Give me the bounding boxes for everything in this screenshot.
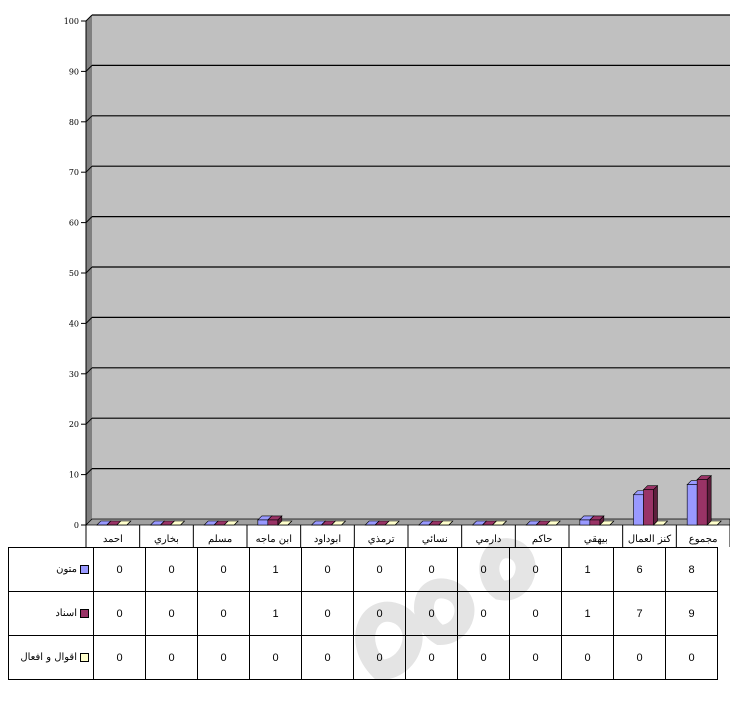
bar-side [707,476,711,525]
table-series-header: اقوال و افعال [9,636,94,680]
table-cell: 0 [302,592,354,636]
series-name: اقوال و افعال [20,652,77,663]
legend-key-icon [80,653,89,662]
y-tick-label: 10 [69,471,79,480]
bar [580,520,590,525]
table-cell: 0 [146,592,198,636]
table-cell: 0 [406,636,458,680]
legend-key-icon [80,609,89,618]
x-tick-label: بخاري [154,534,179,545]
table-cell: 0 [510,592,562,636]
table-cell: 0 [354,592,406,636]
table-cell: 0 [302,636,354,680]
y-tick-label: 100 [64,17,79,26]
table-cell: 0 [510,636,562,680]
y-tick-label: 50 [69,269,79,278]
series-name: اسناد [55,608,77,619]
x-tick-label: حاكم [532,534,553,545]
x-tick-label: ابوداود [314,534,341,545]
bar [590,520,600,525]
table-cell: 0 [94,636,146,680]
table-cell: 7 [614,592,666,636]
table-cell: 0 [250,636,302,680]
table-cell: 9 [666,592,718,636]
bar [634,495,644,525]
table-cell: 0 [198,548,250,592]
x-tick-label: دارمي [476,534,502,545]
x-tick-label: كنز العمال [628,534,671,545]
table-cell: 8 [666,548,718,592]
category-labels: احمد بخاري مسلم ابن ماجه ابوداود ترمذي نسائي دا… [86,525,730,547]
table-cell: 6 [614,548,666,592]
x-tick-label: مسلم [208,534,232,545]
x-tick-label: ابن ماجه [256,534,292,545]
series-name: متون [56,564,77,575]
bar [258,520,268,525]
y-tick-label: 60 [69,219,79,228]
bar [644,490,654,525]
table-cell: 0 [406,592,458,636]
table-cell: 0 [458,548,510,592]
table-cell: 0 [562,636,614,680]
y-tick-label: 90 [69,67,79,76]
bar-chart: 0 10 20 30 40 50 60 70 80 90 100 احمد بخاري مسلم ابن … [0,0,730,547]
bar [697,480,707,525]
table-cell: 1 [562,548,614,592]
y-tick-label: 40 [69,319,79,328]
table-cell: 1 [250,592,302,636]
table-cell: 0 [614,636,666,680]
bar [268,520,278,525]
table-cell: 1 [562,592,614,636]
x-tick-label: احمد [103,534,123,545]
table-cell: 0 [146,636,198,680]
x-tick-label: بيهقي [584,534,608,545]
y-tick-label: 30 [69,370,79,379]
table-cell: 0 [94,548,146,592]
table-cell: 0 [198,592,250,636]
y-tick-label: 80 [69,118,79,127]
table-series-header: متون [9,548,94,592]
table-cell: 0 [198,636,250,680]
x-tick-label: مجموع [689,534,718,545]
table-cell: 0 [354,548,406,592]
table-cell: 0 [354,636,406,680]
table-cell: 0 [146,548,198,592]
y-tick-label: 70 [69,168,79,177]
legend-key-icon [80,565,89,574]
x-tick-label: ترمذي [368,534,395,545]
bar-side [654,486,658,525]
y-axis-ticks: 0 10 20 30 40 50 60 70 80 90 100 [64,17,86,530]
table-cell: 0 [458,592,510,636]
table-cell: 0 [302,548,354,592]
table-cell: 0 [510,548,562,592]
table-cell: 0 [458,636,510,680]
y-tick-label: 0 [74,521,79,530]
x-tick-label: نسائي [422,534,448,545]
table-cell: 0 [666,636,718,680]
y-tick-label: 20 [69,420,79,429]
table-cell: 0 [406,548,458,592]
table-cell: 1 [250,548,302,592]
table-series-header: اسناد [9,592,94,636]
bar [687,485,697,525]
table-cell: 0 [94,592,146,636]
